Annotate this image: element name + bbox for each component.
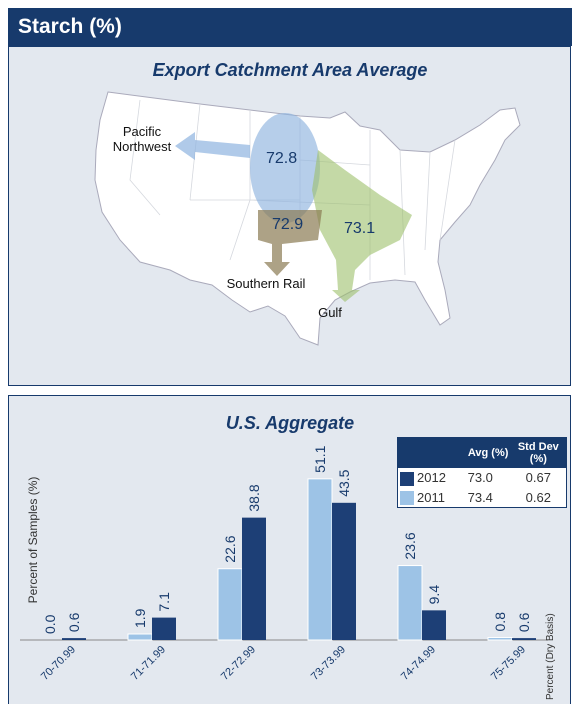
data-label: 43.5 xyxy=(336,469,352,496)
bar xyxy=(487,636,513,641)
bar xyxy=(127,633,153,641)
legend-std: 0.62 xyxy=(525,489,551,505)
legend: Avg (%) Std Dev (%) 2012 73.0 0.67 2011 73.4… xyxy=(397,437,567,509)
data-label: 0.8 xyxy=(492,612,508,632)
legend-row: 2011 73.4 0.62 xyxy=(398,488,566,508)
data-label: 38.8 xyxy=(246,484,262,511)
legend-cell: 2011 xyxy=(398,488,466,508)
region-label: Pacific Northwest xyxy=(112,124,172,154)
bar xyxy=(332,502,356,640)
legend-name: 2011 xyxy=(417,489,445,505)
bar xyxy=(307,478,333,641)
region-value: 72.8 xyxy=(266,150,298,167)
rail-region xyxy=(258,210,322,276)
y-axis-label: Percent of Samples (%) xyxy=(26,477,40,604)
legend-swatch xyxy=(400,491,414,506)
data-label: 7.1 xyxy=(156,592,172,612)
data-label: 0.6 xyxy=(66,612,82,632)
region-label: Southern Rail xyxy=(226,276,306,291)
legend-swatch xyxy=(400,471,414,486)
chart-title: U.S. Aggregate xyxy=(225,413,355,433)
map-title: Export Catchment Area Average xyxy=(152,60,428,80)
data-label: 22.6 xyxy=(222,535,238,562)
legend-row: 2012 73.0 0.67 xyxy=(398,468,566,488)
region-value: 73.1 xyxy=(344,220,376,237)
data-label: 51.1 xyxy=(312,445,328,472)
data-label: 9.4 xyxy=(426,585,442,605)
legend-header xyxy=(398,438,466,468)
bar xyxy=(242,517,266,640)
data-label: 1.9 xyxy=(132,608,148,628)
x-tick-label: 73-73.99 xyxy=(309,644,348,683)
x-tick-label: 71-71.99 xyxy=(129,644,168,683)
x-tick-label: 74-74.99 xyxy=(399,644,438,683)
us-map xyxy=(94,91,521,346)
region-value: 72.9 xyxy=(272,216,304,233)
legend-avg: 73.4 xyxy=(467,489,493,505)
legend-cell: 2012 xyxy=(398,468,466,488)
header-title: Starch (%) xyxy=(8,8,572,46)
region-label: Gulf xyxy=(318,305,342,320)
bar xyxy=(62,638,86,640)
bar xyxy=(152,617,176,640)
legend-std: 0.67 xyxy=(525,470,551,486)
data-label: 23.6 xyxy=(402,532,418,559)
data-label: 0.6 xyxy=(516,612,532,632)
pnw-arrow xyxy=(175,132,250,160)
x-axis-label: Percent (Dry Basis) xyxy=(545,613,556,700)
x-tick-label: 70-70.99 xyxy=(39,644,78,683)
legend-table: Avg (%) Std Dev (%) 2012 73.0 0.67 2011 73.4… xyxy=(398,438,566,507)
bar xyxy=(397,565,423,641)
bar xyxy=(512,638,536,640)
x-tick-label: 75-75.99 xyxy=(489,644,528,683)
legend-header: Std Dev (%) xyxy=(510,438,566,468)
legend-name: 2012 xyxy=(417,470,446,485)
legend-avg: 73.0 xyxy=(467,470,493,486)
pnw-region xyxy=(250,113,320,223)
bar xyxy=(422,610,446,640)
x-tick-label: 72-72.99 xyxy=(219,644,258,683)
bar xyxy=(217,568,243,641)
data-label: 0.0 xyxy=(42,614,58,634)
legend-header: Avg (%) xyxy=(465,438,511,468)
gulf-region xyxy=(312,150,412,302)
